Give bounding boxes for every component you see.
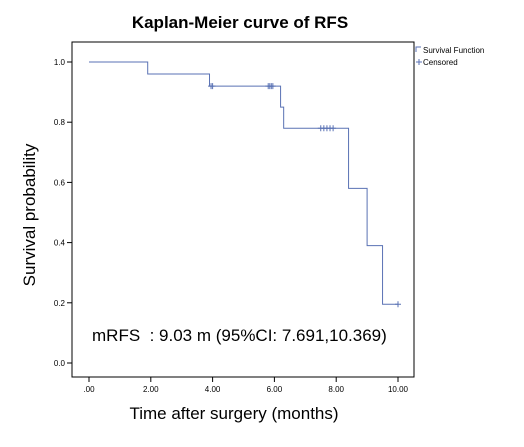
plot-frame bbox=[71, 41, 415, 378]
x-tick-label: .00 bbox=[83, 385, 95, 394]
legend-censored-label: Censored bbox=[423, 58, 458, 67]
legend: Survival Function Censored bbox=[415, 46, 484, 67]
x-tick-label: 6.00 bbox=[267, 385, 283, 394]
censored-mark bbox=[330, 125, 337, 132]
y-tick-label: 0.6 bbox=[54, 178, 66, 187]
x-axis-label: Time after surgery (months) bbox=[129, 404, 338, 423]
x-axis-ticks: .00 2.00 4.00 6.00 8.00 10.00 bbox=[83, 377, 409, 394]
legend-survival-swatch bbox=[415, 46, 421, 52]
legend-survival-label: Survival Function bbox=[423, 46, 484, 55]
x-tick-label: 2.00 bbox=[143, 385, 159, 394]
y-axis-label: Survival probability bbox=[20, 143, 39, 286]
median-annotation: mRFS : 9.03 m (95%CI: 7.691,10.369) bbox=[92, 326, 387, 345]
censored-mark bbox=[269, 83, 276, 90]
x-tick-label: 4.00 bbox=[205, 385, 221, 394]
y-tick-label: 0.0 bbox=[54, 359, 66, 368]
y-tick-label: 0.8 bbox=[54, 118, 66, 127]
y-axis-ticks: 0.0 0.2 0.4 0.6 0.8 1.0 bbox=[54, 58, 72, 368]
chart-title: Kaplan-Meier curve of RFS bbox=[132, 13, 348, 32]
legend-censored-swatch bbox=[416, 59, 422, 65]
y-tick-label: 0.4 bbox=[54, 239, 66, 248]
survival-step-line bbox=[89, 61, 398, 305]
series-group bbox=[89, 61, 401, 308]
censored-mark bbox=[209, 83, 216, 90]
y-tick-label: 0.2 bbox=[54, 299, 66, 308]
censored-mark bbox=[395, 301, 401, 308]
x-tick-label: 10.00 bbox=[388, 385, 409, 394]
x-tick-label: 8.00 bbox=[328, 385, 344, 394]
y-tick-label: 1.0 bbox=[54, 58, 66, 67]
